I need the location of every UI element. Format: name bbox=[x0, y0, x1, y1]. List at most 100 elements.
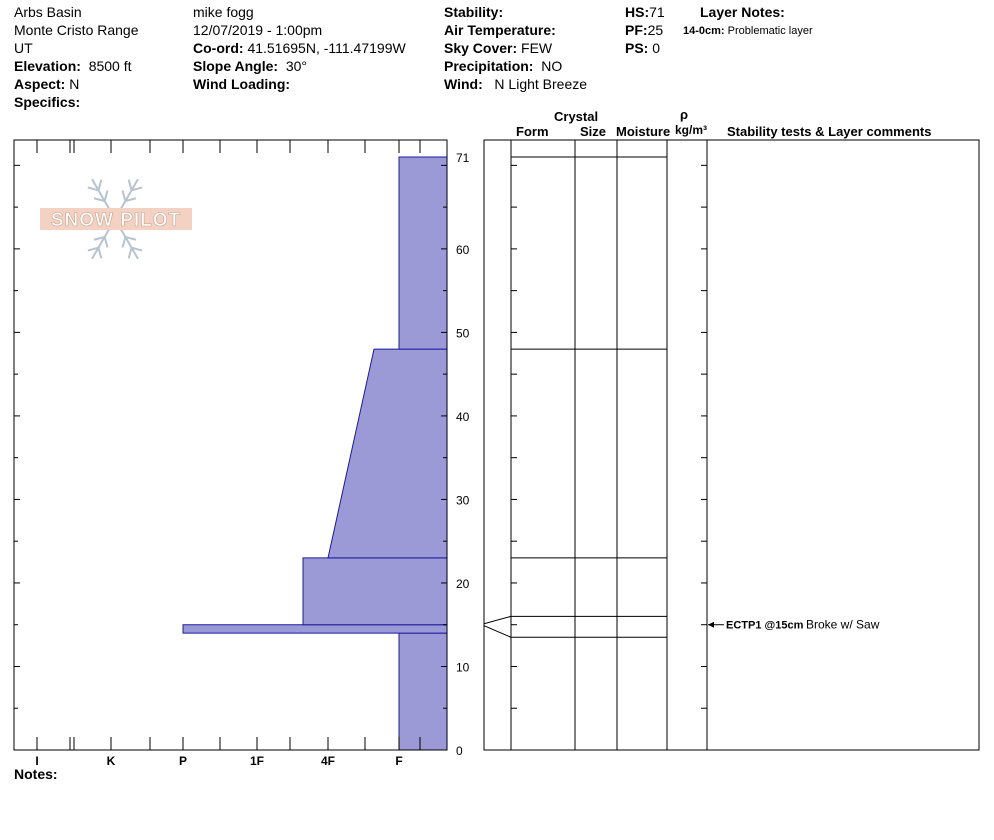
aspect-value: N bbox=[69, 76, 80, 92]
snowflake-branch bbox=[93, 235, 105, 241]
x-tick-label: P bbox=[179, 754, 187, 768]
coord-label: Co-ord: bbox=[193, 40, 244, 56]
logo-banner bbox=[40, 208, 192, 230]
ps: PS: 0 bbox=[625, 39, 660, 57]
notes-label: Notes: bbox=[14, 766, 58, 782]
y-tick-label: 20 bbox=[456, 577, 470, 591]
snowflake-branch bbox=[127, 179, 133, 191]
slope-label: Slope Angle: bbox=[193, 58, 279, 74]
snowflake-branch bbox=[121, 236, 127, 248]
layer-frame bbox=[483, 139, 980, 751]
wind-loading-label: Wind Loading: bbox=[193, 76, 291, 92]
coordinates: Co-ord: 41.51695N, -111.47199W bbox=[193, 39, 406, 57]
hs-value: 71 bbox=[649, 4, 665, 20]
chart-labels: 0 10 20 30 40 50 60 71 I K P 1F 4F F bbox=[35, 151, 469, 768]
location: Arbs Basin bbox=[14, 4, 82, 20]
stability-test-code: ECTP1 @15cm bbox=[726, 620, 804, 632]
sky-cover: Sky Cover: FEW bbox=[444, 39, 552, 57]
hardness-layer-2 bbox=[302, 557, 448, 626]
hardness-layer-0 bbox=[398, 632, 448, 751]
x-tick-label: 4F bbox=[321, 754, 335, 768]
rho-header: ρ bbox=[680, 107, 689, 122]
snowflake-branch bbox=[125, 235, 137, 241]
y-tick-label: 71 bbox=[456, 151, 470, 165]
ps-label: PS: bbox=[625, 40, 649, 56]
aspect-label: Aspect: bbox=[14, 76, 66, 92]
elevation: Elevation: 8500 ft bbox=[14, 57, 132, 75]
x-tick-label: K bbox=[107, 754, 116, 768]
snowflake-branch bbox=[103, 190, 109, 202]
stability-annotation: ECTP1 @15cm Broke w/ Saw bbox=[708, 618, 880, 632]
snowflake-branch bbox=[127, 247, 133, 259]
y-tick-label: 60 bbox=[456, 243, 470, 257]
snow-pilot-logo: SNOW PILOT bbox=[40, 178, 192, 260]
y-tick-label: 50 bbox=[456, 326, 470, 340]
hs-label: HS: bbox=[625, 4, 650, 20]
hs: HS:71 bbox=[625, 3, 665, 21]
y-tick-label: 30 bbox=[456, 493, 470, 507]
range: Monte Cristo Range bbox=[14, 22, 139, 38]
hardness-layer-1 bbox=[182, 624, 448, 634]
precipitation: Precipitation: NO bbox=[444, 57, 562, 75]
wind: Wind: N Light Breeze bbox=[444, 75, 587, 93]
snowflake-branch bbox=[87, 246, 99, 252]
air-temp-label: Air Temperature: bbox=[444, 22, 556, 38]
specifics-label: Specifics: bbox=[14, 94, 81, 110]
precip-value: NO bbox=[541, 58, 563, 74]
pf: PF:25 bbox=[625, 21, 663, 39]
layer-connector bbox=[483, 615, 512, 625]
layer-note: 14-0cm: Problematic layer bbox=[683, 22, 813, 40]
snowflake-branch bbox=[87, 186, 99, 192]
snowflake-branch bbox=[131, 246, 143, 252]
elevation-value: 8500 ft bbox=[88, 58, 132, 74]
snowflake-branch bbox=[97, 247, 103, 259]
x-tick-label: F bbox=[395, 754, 402, 768]
pf-label: PF: bbox=[625, 22, 648, 38]
elevation-label: Elevation: bbox=[14, 58, 81, 74]
crystal-header: Crystal bbox=[554, 109, 599, 124]
sky-value: FEW bbox=[521, 40, 553, 56]
layer-connector bbox=[483, 625, 512, 638]
stability-test-comment: Broke w/ Saw bbox=[806, 618, 880, 632]
aspect: Aspect: N bbox=[14, 75, 79, 93]
moisture-header: Moisture bbox=[616, 124, 671, 139]
snowflake-branch bbox=[93, 197, 105, 203]
hardness-frame bbox=[13, 139, 448, 751]
hardness-layer-3 bbox=[327, 348, 448, 559]
sky-label: Sky Cover: bbox=[444, 40, 518, 56]
x-tick-label: 1F bbox=[250, 754, 264, 768]
density-unit-header: kg/m³ bbox=[675, 123, 708, 137]
stability-arrow-head bbox=[708, 621, 714, 628]
snowflake-branch bbox=[97, 179, 103, 191]
slope-value: 30° bbox=[285, 58, 307, 74]
precip-label: Precipitation: bbox=[444, 58, 534, 74]
snowflake-branch bbox=[125, 197, 137, 203]
layer-notes-label: Layer Notes: bbox=[700, 4, 785, 20]
ps-value: 0 bbox=[652, 40, 661, 56]
state: UT bbox=[14, 40, 33, 56]
layer-note-text: Problematic layer bbox=[727, 25, 813, 37]
stability-label: Stability: bbox=[444, 4, 504, 20]
datetime: 12/07/2019 - 1:00pm bbox=[193, 22, 323, 38]
pf-value: 25 bbox=[647, 22, 664, 38]
snowflake-branch bbox=[131, 186, 143, 192]
coord-value: 41.51695N, -111.47199W bbox=[247, 40, 406, 56]
slope-angle: Slope Angle: 30° bbox=[193, 57, 307, 75]
wind-label: Wind: bbox=[444, 76, 483, 92]
x-tick-label: I bbox=[35, 754, 38, 768]
layer-lines bbox=[483, 156, 667, 638]
snowflake-branch bbox=[121, 190, 127, 202]
size-header: Size bbox=[580, 124, 607, 139]
chart-frames bbox=[13, 139, 980, 751]
logo-text: SNOW PILOT bbox=[51, 210, 181, 231]
wind-value: N Light Breeze bbox=[494, 76, 588, 92]
snowflake-branch bbox=[103, 236, 109, 248]
form-header: Form bbox=[516, 124, 549, 139]
observer: mike fogg bbox=[193, 4, 254, 20]
hardness-profile bbox=[182, 156, 448, 751]
y-tick-label: 40 bbox=[456, 410, 470, 424]
chart-ticks bbox=[14, 140, 707, 751]
hardness-layer-4 bbox=[398, 156, 448, 350]
stability-tests-header: Stability tests & Layer comments bbox=[727, 124, 932, 139]
